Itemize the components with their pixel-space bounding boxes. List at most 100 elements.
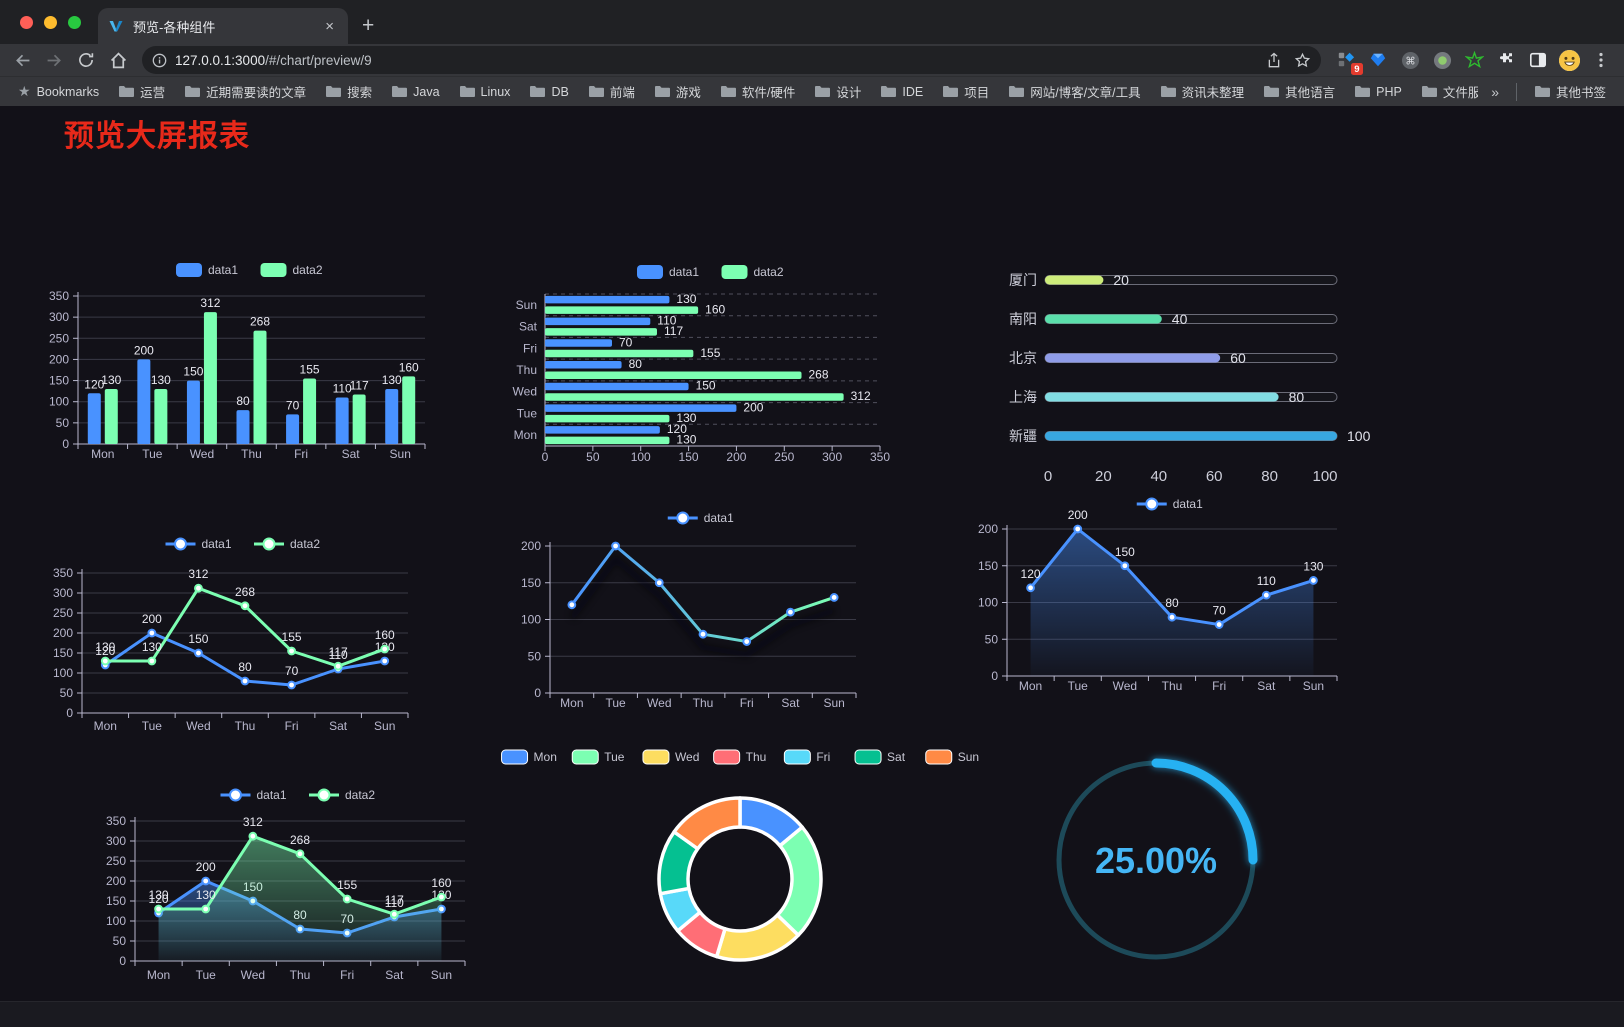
bookmark-folder[interactable]: 运营 bbox=[112, 80, 171, 103]
bookmark-folder[interactable]: 其他语言 bbox=[1257, 80, 1341, 103]
recorder-extension-icon[interactable] bbox=[1431, 49, 1453, 71]
back-icon[interactable] bbox=[8, 46, 36, 74]
menu-kebab-icon[interactable] bbox=[1590, 49, 1612, 71]
svg-text:Tue: Tue bbox=[142, 447, 163, 461]
svg-text:0: 0 bbox=[542, 450, 549, 464]
legend[interactable]: Mon Tue Wed Thu Fri Sat Sun bbox=[501, 749, 980, 765]
city-progress-canvas: 厦门 20 南阳 40 北京 60 上海 80 新疆 100 0 20 40 60 80 100 bbox=[1009, 272, 1371, 485]
reload-icon[interactable] bbox=[72, 46, 100, 74]
bookmark-folder[interactable]: 网站/博客/文章/工具 bbox=[1002, 80, 1146, 103]
gem-extension-icon[interactable] bbox=[1367, 49, 1389, 71]
folder-icon bbox=[326, 86, 342, 97]
home-icon[interactable] bbox=[104, 46, 132, 74]
bookmark-folder[interactable]: 近期需要读的文章 bbox=[178, 80, 312, 103]
bar-data2-Wed bbox=[203, 312, 217, 444]
xpath-star-extension-icon[interactable] bbox=[1463, 49, 1485, 71]
area-line-canvas: data1 0 50 100 150 200 Mon Tue Wed Thu Fri Sat Sun 12… bbox=[978, 497, 1338, 693]
chart-area-line[interactable]: data1 0 50 100 150 200 Mon Tue Wed Thu Fri Sat Sun 12… bbox=[960, 492, 1385, 704]
side-panel-icon[interactable] bbox=[1527, 49, 1549, 71]
folder-icon bbox=[881, 86, 897, 97]
bookmark-folder[interactable]: Java bbox=[385, 80, 445, 103]
bookmark-folder[interactable]: DB bbox=[523, 80, 574, 103]
url-text: 127.0.0.1:3000/#/chart/preview/9 bbox=[175, 53, 1258, 68]
svg-text:Sat: Sat bbox=[519, 320, 538, 334]
svg-text:Mon: Mon bbox=[1019, 679, 1042, 693]
command-extension-icon[interactable]: ⌘ bbox=[1399, 49, 1421, 71]
forward-icon[interactable] bbox=[40, 46, 68, 74]
hbar-data2-Sat bbox=[545, 328, 657, 336]
address-bar[interactable]: 127.0.0.1:3000/#/chart/preview/9 bbox=[142, 46, 1321, 74]
bookmark-folder[interactable]: 项目 bbox=[936, 80, 995, 103]
svg-text:200: 200 bbox=[521, 539, 541, 553]
legend[interactable]: data1 bbox=[667, 511, 734, 525]
bookmark-folder[interactable]: 设计 bbox=[808, 80, 867, 103]
legend[interactable]: data1 data2 bbox=[220, 788, 376, 802]
bookmark-folder[interactable]: PHP bbox=[1348, 80, 1408, 103]
legend[interactable]: data1 bbox=[1136, 497, 1203, 511]
share-icon[interactable] bbox=[1266, 52, 1282, 69]
bookmark-folder-label: 资讯未整理 bbox=[1181, 86, 1245, 100]
bookmark-folder[interactable]: 搜索 bbox=[319, 80, 378, 103]
svg-text:Thu: Thu bbox=[1162, 679, 1183, 693]
new-tab-button[interactable]: + bbox=[362, 14, 375, 37]
svg-text:150: 150 bbox=[49, 374, 69, 388]
svg-text:data1: data1 bbox=[669, 265, 699, 279]
svg-text:130: 130 bbox=[1303, 559, 1323, 573]
chart-horizontal-bar[interactable]: data1 data2 0 50 100 150 200 250 300 350 Sun 130 160… bbox=[505, 254, 935, 474]
bookmarks-root[interactable]: ★ Bookmarks bbox=[12, 81, 105, 102]
svg-text:110: 110 bbox=[1257, 574, 1276, 588]
chart-percent-gauge[interactable]: 25.00% bbox=[1038, 744, 1278, 976]
pie-slice-Wed[interactable] bbox=[714, 913, 801, 962]
bookmark-folder[interactable]: Linux bbox=[453, 80, 517, 103]
other-bookmarks[interactable]: 其他书签 bbox=[1528, 80, 1612, 103]
pie-slice-Sun[interactable] bbox=[672, 796, 742, 851]
svg-text:Tue: Tue bbox=[196, 968, 217, 982]
window-zoom-button[interactable] bbox=[68, 16, 81, 29]
chart-gradient-line[interactable]: data1 0 50 100 150 200 Mon Tue Wed Thu Fri Sat Sun bbox=[505, 498, 935, 720]
bookmarks-overflow-chevron[interactable]: » bbox=[1491, 83, 1499, 100]
bookmark-folder[interactable]: 软件/硬件 bbox=[714, 80, 801, 103]
bookmark-folder-label: 运营 bbox=[140, 86, 166, 100]
extensions-puzzle-icon[interactable] bbox=[1495, 49, 1517, 71]
window-minimize-button[interactable] bbox=[44, 16, 57, 29]
chart-week-donut[interactable]: Mon Tue Wed Thu Fri Sat Sun bbox=[501, 739, 979, 995]
svg-text:Thu: Thu bbox=[693, 696, 714, 710]
svg-text:Sat: Sat bbox=[781, 696, 800, 710]
svg-text:160: 160 bbox=[375, 628, 395, 642]
svg-text:200: 200 bbox=[196, 860, 216, 874]
bookmark-folder[interactable]: 资讯未整理 bbox=[1154, 80, 1251, 103]
legend[interactable]: data1 data2 bbox=[176, 263, 323, 277]
folder-icon bbox=[1355, 86, 1371, 97]
hbar-data2-Tue bbox=[545, 414, 670, 423]
chart-two-area-line[interactable]: data1 data2 0 50 100 150 200 250 300 350 Mon Tue Wed… bbox=[95, 776, 525, 994]
svg-text:⌘: ⌘ bbox=[1405, 56, 1415, 67]
chart-city-progress[interactable]: 厦门 20 南阳 40 北京 60 上海 80 新疆 100 0 20 40 60 80 100 bbox=[985, 256, 1385, 491]
svg-text:南阳: 南阳 bbox=[1009, 311, 1037, 327]
chart-two-line[interactable]: data1 data2 0 50 100 150 200 250 300 350 Mon Tue Wed… bbox=[40, 528, 470, 750]
legend[interactable]: data1 data2 bbox=[165, 537, 321, 551]
site-info-icon[interactable] bbox=[152, 53, 167, 68]
tab-close-icon[interactable]: × bbox=[325, 17, 334, 35]
chart-grouped-bar[interactable]: data1 data2 0 50 100 150 200 250 300 350 Mon 120 130… bbox=[40, 254, 470, 472]
tab-manager-extension-icon[interactable]: 9 bbox=[1335, 49, 1363, 75]
svg-text:50: 50 bbox=[60, 686, 74, 700]
bookmark-star-icon[interactable] bbox=[1294, 52, 1311, 69]
bookmark-folder[interactable]: 前端 bbox=[582, 80, 641, 103]
svg-text:130: 130 bbox=[142, 640, 162, 654]
bookmark-folder[interactable]: IDE bbox=[874, 80, 929, 103]
svg-text:130: 130 bbox=[676, 292, 696, 306]
legend[interactable]: data1 data2 bbox=[637, 265, 784, 279]
svg-text:Mon: Mon bbox=[514, 428, 537, 442]
bar-data2-Tue bbox=[154, 389, 168, 444]
window-close-button[interactable] bbox=[20, 16, 33, 29]
svg-text:350: 350 bbox=[53, 566, 73, 580]
horizontal-bar-canvas: data1 data2 0 50 100 150 200 250 300 350 Sun 130 160… bbox=[513, 265, 890, 464]
url-host: 127.0.0.1:3000 bbox=[175, 52, 266, 68]
bookmark-folder[interactable]: 游戏 bbox=[648, 80, 707, 103]
bookmark-folder[interactable]: 文件服务器 bbox=[1415, 80, 1478, 103]
browser-tab[interactable]: 预览-各种组件 × bbox=[98, 8, 348, 44]
profile-avatar[interactable] bbox=[1559, 49, 1580, 71]
svg-text:250: 250 bbox=[106, 854, 126, 868]
bookmarks-divider bbox=[1515, 82, 1517, 101]
svg-text:data2: data2 bbox=[345, 788, 375, 802]
